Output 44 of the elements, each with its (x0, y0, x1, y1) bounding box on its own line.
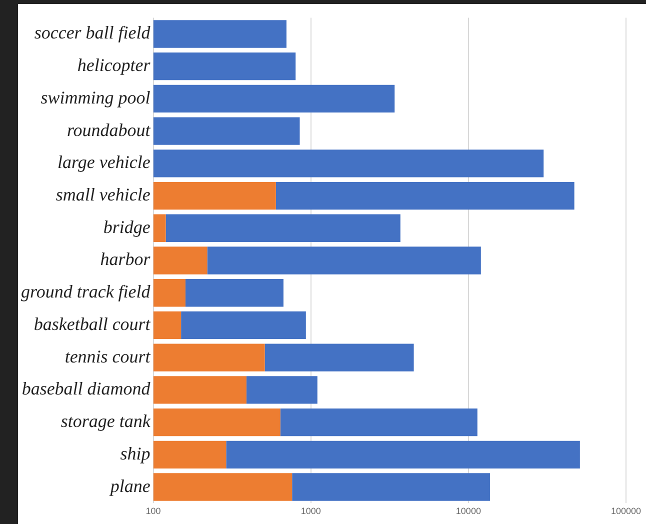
bar (153, 344, 265, 372)
bar (181, 311, 306, 340)
bar (153, 440, 226, 468)
bar (153, 408, 280, 436)
x-tick-label: 100000 (610, 506, 642, 516)
bar (264, 344, 414, 372)
y-tick-label: small vehicle (56, 184, 150, 205)
bar (280, 408, 478, 436)
bar (153, 117, 300, 145)
x-tick-label: 1000 (300, 506, 321, 516)
y-tick-label: tennis court (64, 346, 152, 366)
y-tick-label: bridge (103, 216, 150, 237)
bar (153, 214, 166, 242)
y-tick-label: ground track field (20, 282, 152, 302)
bar (153, 376, 246, 404)
y-tick-label: baseball diamond (22, 378, 152, 399)
bar (153, 279, 186, 307)
x-tick-label: 100 (146, 506, 161, 516)
y-tick-label: ship (120, 443, 150, 464)
y-tick-label: basketball court (34, 314, 152, 334)
y-tick-label: storage tank (60, 411, 152, 432)
bar (153, 52, 296, 80)
bar (153, 311, 182, 340)
bar (185, 279, 284, 307)
bar (153, 84, 395, 113)
x-tick-label: 10000 (456, 506, 481, 516)
y-tick-label: swimming pool (40, 87, 150, 108)
bar (153, 473, 292, 501)
y-tick-label: large vehicle (58, 152, 150, 172)
bar (153, 150, 544, 178)
y-tick-label: helicopter (77, 55, 152, 76)
bar (226, 440, 580, 468)
bar (153, 246, 208, 274)
y-tick-label: soccer ball field (34, 22, 152, 43)
bar (153, 182, 276, 210)
bar (207, 246, 481, 274)
y-tick-label: plane (108, 476, 150, 496)
bar (153, 20, 286, 48)
bar (292, 473, 490, 501)
y-tick-label: harbor (100, 249, 152, 270)
bar (276, 182, 574, 210)
bar (166, 214, 400, 242)
y-tick-label: roundabout (66, 120, 152, 140)
bar (246, 376, 318, 404)
